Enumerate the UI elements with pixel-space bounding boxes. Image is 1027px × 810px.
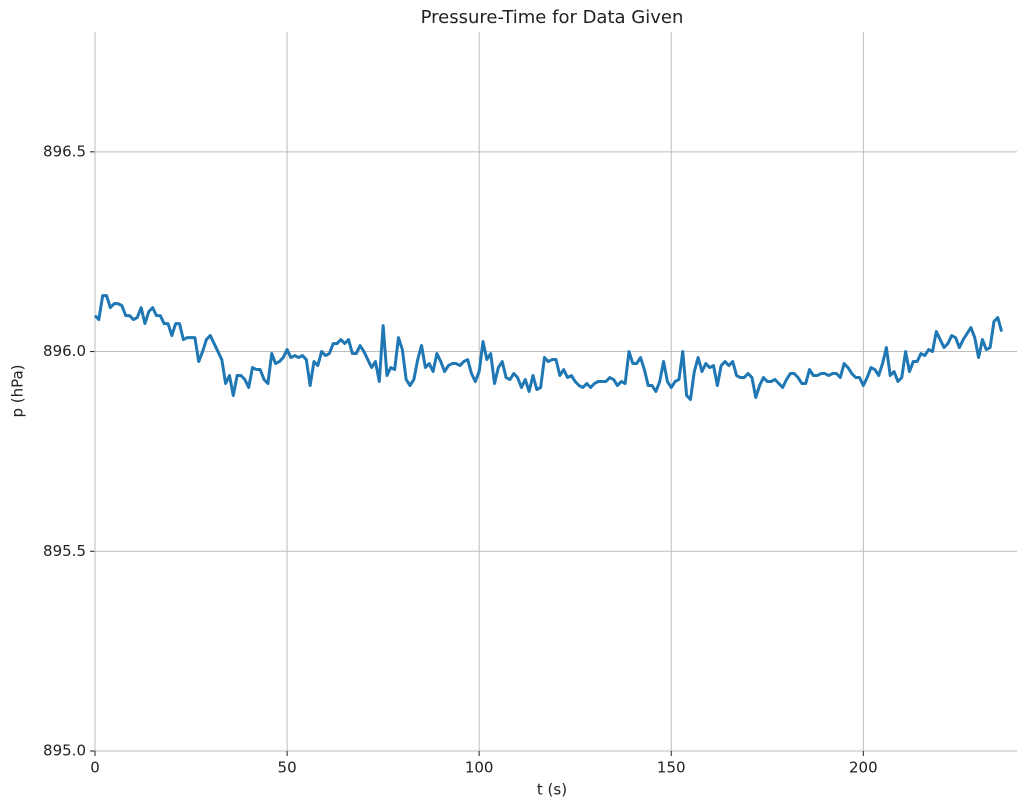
x-axis-label: t (s) xyxy=(537,781,567,799)
chart-title: Pressure-Time for Data Given xyxy=(421,7,684,28)
y-tick-label: 895.5 xyxy=(43,542,86,560)
x-tick-label: 150 xyxy=(657,759,686,777)
data-line xyxy=(93,294,1004,401)
y-tick-label: 896.0 xyxy=(43,342,86,360)
x-tick-label: 0 xyxy=(90,759,100,777)
y-axis-label: p (hPa) xyxy=(9,364,27,417)
x-tick-label: 200 xyxy=(849,759,878,777)
y-tick-label: 896.5 xyxy=(43,142,86,160)
x-tick-label: 50 xyxy=(278,759,297,777)
y-tick-label: 895.0 xyxy=(43,742,86,760)
x-tick-label: 100 xyxy=(465,759,494,777)
